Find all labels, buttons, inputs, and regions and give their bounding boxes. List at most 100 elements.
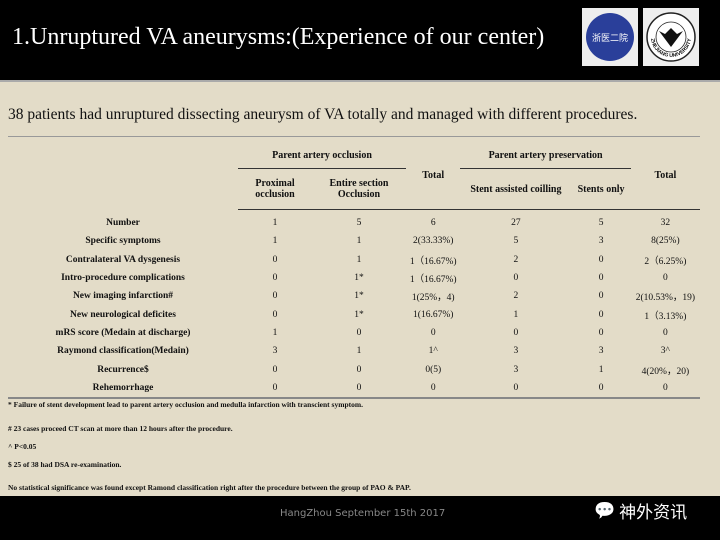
table-cell: 0: [272, 364, 278, 375]
footer: HangZhou September 15th 2017 💬 神外资讯: [0, 496, 720, 540]
table-cell: 0: [272, 291, 278, 302]
col-stent-coiling: Stent assisted coilling: [460, 168, 572, 210]
table-cell: 0: [513, 273, 519, 284]
group-header-preservation: Parent artery preservation: [460, 142, 631, 169]
table-cell: 0: [356, 364, 362, 375]
footer-text: HangZhou September 15th 2017: [280, 508, 446, 519]
table-cell: 1: [356, 346, 362, 357]
table-cell: 0: [598, 327, 604, 338]
table-row: mRS score (Medain at discharge) 1 0 0 0 0 0: [8, 324, 700, 342]
table-row: Recurrence$ 0 0 0(5) 3 1 4(20%，20): [8, 360, 700, 378]
table-cell: 1（3.13%): [644, 311, 687, 322]
table-cell: 1*: [354, 273, 364, 284]
col-total-2: Total: [630, 142, 700, 210]
table-cell: 0: [630, 378, 700, 399]
header: 1.Unruptured VA aneurysms:(Experience of…: [0, 0, 720, 78]
table-row: Raymond classification(Medain) 3 1 1^ 3 3 3^: [8, 342, 700, 360]
subtitle: 38 patients had unruptured dissecting an…: [8, 106, 638, 123]
table-cell: 1（16.67%): [409, 275, 457, 286]
table-cell: 5: [356, 218, 362, 229]
row-label: Contralateral VA dysgenesis: [65, 254, 181, 265]
table-cell: 1: [513, 309, 519, 320]
footnote: # 23 cases proceed CT scan at more than …: [8, 424, 233, 433]
row-label: Specific symptoms: [85, 236, 161, 247]
table-cell: 0: [513, 327, 519, 338]
table-cell: 0: [430, 327, 436, 338]
table-cell: 3: [598, 346, 604, 357]
wechat-icon: 💬: [594, 500, 616, 521]
table-cell: 3: [598, 236, 604, 247]
row-label: New imaging infarction#: [72, 291, 174, 302]
table-cell: 0: [312, 378, 406, 399]
table-cell: 5: [513, 236, 519, 247]
table-cell: 3: [513, 364, 519, 375]
footnote: $ 25 of 38 had DSA re-examination.: [8, 460, 122, 469]
table-cell: 32: [660, 218, 671, 229]
watermark-text: 神外资讯: [619, 503, 688, 523]
table-cell: 0: [571, 378, 631, 399]
table-row: Specific symptoms 1 1 2(33.33%) 5 3 8(25%): [8, 232, 700, 250]
table-cell: 1^: [428, 346, 438, 357]
footnote: ^ P<0.05: [8, 442, 37, 451]
table-cell: 0: [272, 309, 278, 320]
watermark: 💬 神外资讯: [594, 498, 688, 524]
university-seal-icon: ZHEJIANG UNIVERSITY: [646, 12, 696, 62]
table-cell: 1: [272, 327, 278, 338]
table-cell: 5: [598, 218, 604, 229]
row-label: Intro-procedure complications: [61, 273, 185, 284]
table-cell: 0: [598, 309, 604, 320]
table-cell: 0: [598, 291, 604, 302]
divider: [8, 136, 700, 137]
table-cell: 0: [272, 254, 278, 265]
table-cell: 0: [663, 273, 668, 284]
table-row: Intro-procedure complications 0 1* 1（16.67%…: [8, 269, 700, 287]
table-row: Contralateral VA dysgenesis 0 1 1（16.67%) 2 0…: [8, 251, 700, 269]
table-cell: 8(25%): [651, 236, 680, 247]
table-cell: 2: [513, 291, 519, 302]
footnote: * Failure of stent development lead to p…: [8, 400, 363, 409]
table-cell: 2（6.25%): [644, 256, 687, 267]
col-entire: Entire section Occlusion: [312, 168, 406, 210]
table-row: New imaging infarction# 0 1* 1(25%，4) 2 0 2(10…: [8, 287, 700, 305]
table-cell: 4(20%，20): [641, 366, 690, 377]
table-cell: 0: [356, 327, 362, 338]
table-cell: 1(16.67%): [413, 309, 454, 320]
table-cell: 1（16.67%): [409, 256, 457, 267]
table-row: Number 1 5 6 27 5 32: [8, 214, 700, 232]
hospital-logo: 浙医二院: [582, 8, 638, 66]
col-stents-only: Stents only: [571, 168, 631, 210]
table-cell: 1*: [354, 291, 364, 302]
table-row: Rehemorrhage 0 0 0 0 0 0: [8, 378, 700, 399]
table-cell: 1: [272, 236, 278, 247]
table-cell: 2(10.53%，19): [635, 293, 696, 304]
slide-title: 1.Unruptured VA aneurysms:(Experience of…: [12, 24, 545, 50]
group-header-occlusion: Parent artery occlusion: [238, 142, 406, 169]
table-cell: 2: [513, 254, 519, 265]
col-total-1: Total: [406, 142, 461, 210]
table-row: New neurological deficites 0 1* 1(16.67%) 1 0…: [8, 305, 700, 323]
table-cell: 6: [430, 218, 436, 229]
table-cell: 0: [272, 273, 278, 284]
table-cell: 0: [406, 378, 461, 399]
table-cell: 1: [272, 218, 278, 229]
col-proximal: Proximal occlusion: [238, 168, 312, 210]
table-cell: 1*: [354, 309, 364, 320]
table-cell: 27: [511, 218, 521, 229]
table-cell: 3: [513, 346, 519, 357]
table-cell: 0(5): [425, 364, 442, 375]
slide-body: 38 patients had unruptured dissecting an…: [0, 80, 720, 498]
results-table: Parent artery occlusion Total Parent arter…: [8, 142, 700, 399]
row-label: New neurological deficites: [70, 309, 176, 320]
table-cell: 0: [598, 254, 604, 265]
table-cell: 0: [238, 378, 312, 399]
table-cell: 1: [598, 364, 604, 375]
row-label: mRS score (Medain at discharge): [55, 327, 191, 338]
hospital-seal-icon: 浙医二院: [586, 13, 634, 61]
table-cell: 3: [272, 346, 278, 357]
table-cell: 0: [663, 327, 668, 338]
table-cell: 0: [598, 273, 604, 284]
university-logo: ZHEJIANG UNIVERSITY: [643, 8, 699, 66]
table-cell: 1(25%，4): [411, 293, 455, 304]
table-cell: 2(33.33%): [413, 236, 454, 247]
table-cell: 3^: [660, 346, 670, 357]
